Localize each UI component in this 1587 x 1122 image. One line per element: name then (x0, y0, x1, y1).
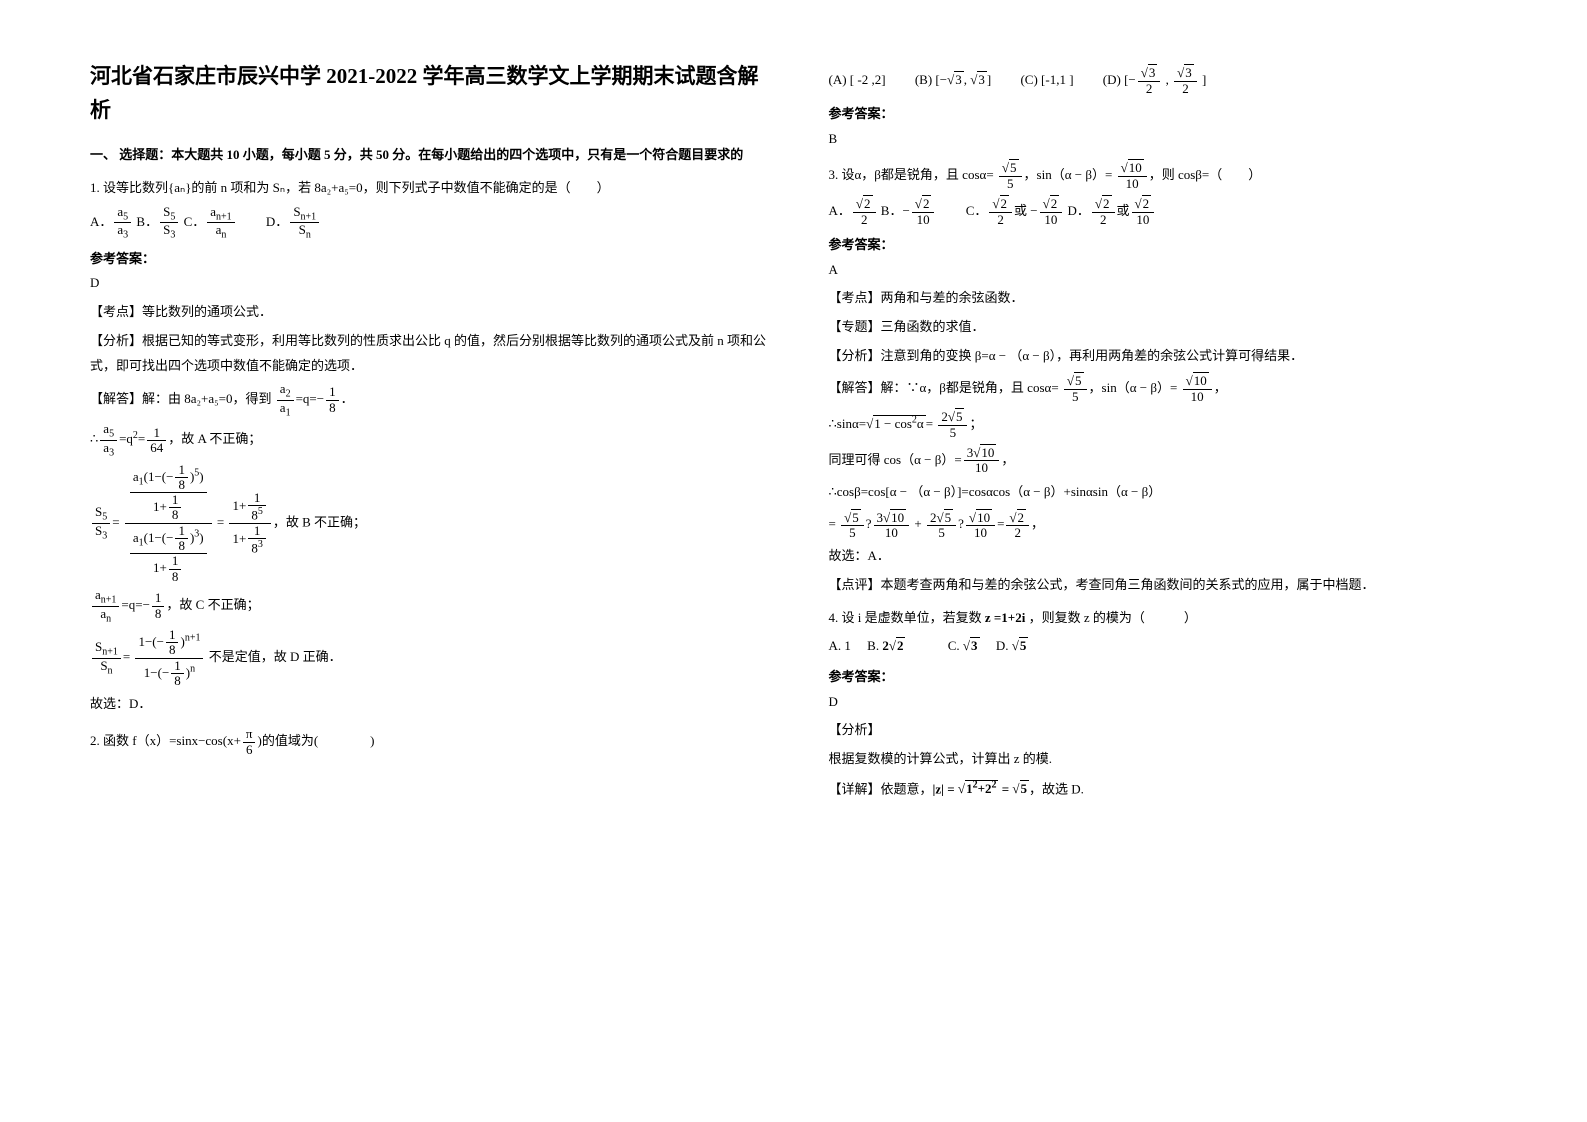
q1-jieda-1: 【解答】解：由 8a₂+a₅=0，得到 a2a1=q=−18． (90, 382, 769, 418)
section-1-heading: 一、 选择题：本大题共 10 小题，每小题 5 分，共 50 分。在每小题给出的… (90, 143, 769, 168)
q3-tongli: 同理可得 cos（α − β）=31010， (829, 444, 1528, 476)
q1-options: A．a5a3 B．S5S3 C．an+1an D．Sn+1Sn (90, 205, 769, 241)
answer-label: 参考答案： (90, 247, 769, 272)
q2-stem: 2. 函数 f（x）=sinx−cos(x+π6)的值域为( ) (90, 725, 769, 757)
answer-label: 参考答案： (829, 665, 1528, 690)
q3-options: A．22 B．−210 C．22或 −210 D．22或210 (829, 195, 1528, 227)
q3-kaodian: 【考点】两角和与差的余弦函数． (829, 286, 1528, 311)
q4-answer: D (829, 690, 1528, 715)
q1-answer: D (90, 271, 769, 296)
q1-line-c: an+1an=q=−18，故 C 不正确； (90, 588, 769, 624)
answer-label: 参考答案： (829, 233, 1528, 258)
q4-xiangjie: 【详解】依题意，|z| = 12+22 = 5，故选 D. (829, 776, 1528, 802)
q1-kaodian: 【考点】等比数列的通项公式． (90, 300, 769, 325)
q1-stem: 1. 设等比数列{aₙ}的前 n 项和为 Sₙ，若 8a₂+a₅=0，则下列式子… (90, 176, 769, 201)
q3-so: 故选：A． (829, 544, 1528, 569)
q3-calc: = 55?31010 + 255?1010=22， (829, 508, 1528, 540)
q3-fenxi: 【分析】注意到角的变换 β=α − （α − β），再利用两角差的余弦公式计算可… (829, 344, 1528, 369)
q3-dianping: 【点评】本题考查两角和与差的余弦公式，考查同角三角函数间的关系式的应用，属于中档… (829, 573, 1528, 598)
q3-jieda-1: 【解答】解：∵α，β都是锐角，且 cosα= 55，sin（α − β）= 10… (829, 372, 1528, 404)
page-title: 河北省石家庄市辰兴中学 2021-2022 学年高三数学文上学期期末试题含解析 (90, 60, 769, 127)
q3-cos-expand: ∴cosβ=cos[α − （α − β）]=cosαcos（α − β）+si… (829, 480, 1528, 505)
q3-answer: A (829, 258, 1528, 283)
q1-line-a: ∴a5a3=q2=164，故 A 不正确； (90, 422, 769, 458)
q1-line-d: Sn+1Sn= 1−(−18)n+1 1−(−18)n 不是定值，故 D 正确． (90, 628, 769, 688)
q4-fenxi-head: 【分析】 (829, 718, 1528, 743)
q1-so: 故选：D． (90, 692, 769, 717)
answer-label: 参考答案： (829, 102, 1528, 127)
q2-answer: B (829, 127, 1528, 152)
q2-options: (A) [ -2 ,2] (B) [−3, 3] (C) [-1,1 ] (D)… (829, 64, 1528, 96)
q1-fenxi: 【分析】根据已知的等式变形，利用等比数列的性质求出公比 q 的值，然后分别根据等… (90, 329, 769, 378)
q4-fenxi: 根据复数模的计算公式，计算出 z 的模. (829, 747, 1528, 772)
q3-sin-alpha: ∴sinα=1 − cos2α= 255； (829, 408, 1528, 440)
q3-stem: 3. 设α，β都是锐角，且 cosα= 55，sin（α − β）= 1010，… (829, 159, 1528, 191)
q4-stem: 4. 设 i 是虚数单位，若复数 z =1+2i ，则复数 z 的模为（ ） (829, 606, 1528, 631)
q4-options: A. 1 B. 22 C. 3 D. 5 (829, 634, 1528, 659)
q3-zhuanti: 【专题】三角函数的求值． (829, 315, 1528, 340)
q1-line-b: S5S3= a1(1−(−18)5)1+18 a1(1−(−18)3)1+18 … (90, 463, 769, 584)
